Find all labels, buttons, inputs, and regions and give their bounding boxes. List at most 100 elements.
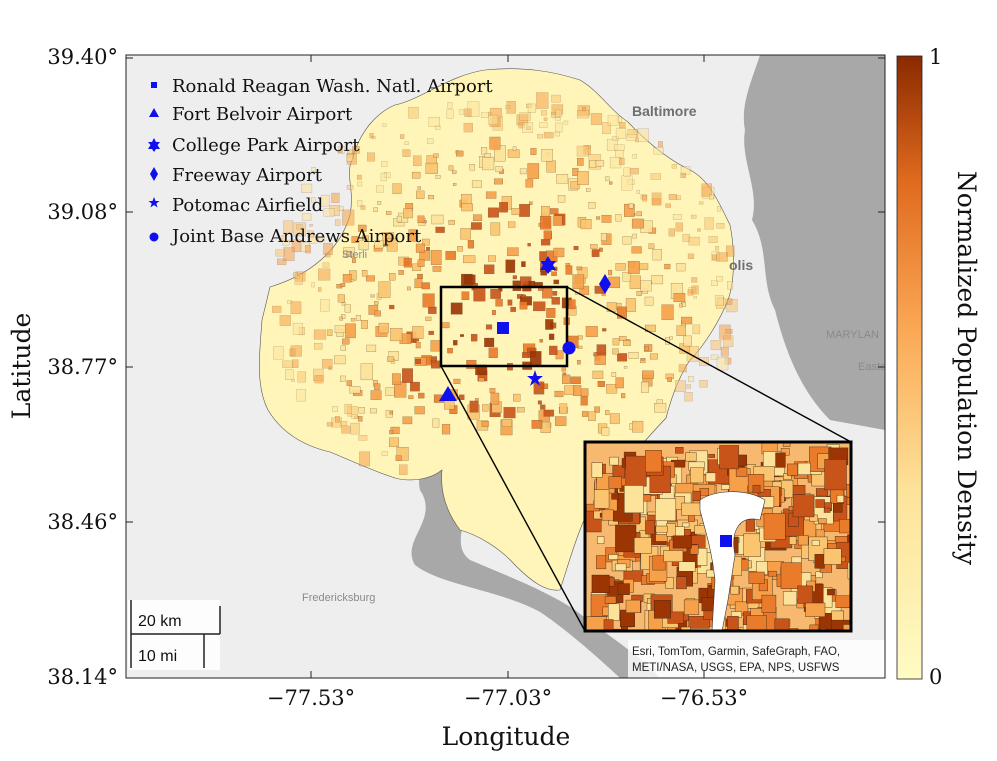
inset-density-patch — [608, 476, 622, 489]
density-patch — [349, 386, 361, 394]
density-patch — [516, 407, 525, 413]
density-patch — [507, 149, 520, 158]
attribution-line-2: METI/NASA, USGS, EPA, NPS, USFWS — [632, 662, 840, 674]
density-patch — [382, 123, 387, 127]
density-patch — [484, 153, 492, 158]
density-patch — [641, 358, 645, 361]
density-patch — [543, 230, 552, 240]
density-patch — [492, 310, 496, 315]
density-patch — [385, 387, 395, 396]
inset-density-patch — [663, 550, 684, 562]
density-patch — [370, 390, 382, 400]
density-patch — [712, 254, 717, 261]
density-patch — [404, 141, 409, 145]
x-tick-label: −76.53° — [660, 686, 748, 710]
density-patch — [290, 301, 302, 315]
density-patch — [350, 422, 360, 435]
density-patch — [650, 173, 661, 180]
density-patch — [554, 416, 567, 426]
density-patch — [470, 333, 478, 342]
map-label-baltimore: Baltimore — [632, 103, 697, 119]
density-patch — [539, 122, 548, 128]
density-patch — [716, 223, 725, 229]
density-patch — [322, 262, 330, 268]
density-patch — [318, 268, 331, 281]
density-patch — [565, 265, 573, 275]
density-patch — [570, 181, 580, 190]
inset-density-patch — [761, 594, 777, 613]
density-patch — [561, 366, 566, 372]
density-patch — [351, 414, 358, 419]
density-patch — [425, 162, 438, 174]
density-patch — [552, 215, 563, 226]
density-patch — [357, 181, 363, 187]
density-patch — [426, 246, 430, 251]
density-patch — [374, 383, 381, 390]
density-patch — [549, 345, 558, 355]
density-patch — [681, 316, 693, 325]
density-patch — [714, 246, 719, 251]
inset-density-patch — [608, 603, 620, 621]
density-patch — [367, 152, 375, 162]
density-patch — [717, 206, 721, 212]
density-patch — [540, 404, 546, 410]
marker-freeway-diamond — [599, 274, 611, 294]
density-patch — [422, 293, 435, 308]
density-patch — [417, 186, 421, 190]
density-patch — [637, 128, 649, 143]
density-patch — [594, 406, 600, 413]
density-patch — [277, 258, 287, 265]
density-patch — [490, 392, 500, 405]
density-patch — [628, 203, 634, 209]
inset-density-patch — [791, 485, 806, 495]
density-patch — [693, 296, 698, 299]
density-patch — [686, 346, 699, 362]
density-patch — [605, 410, 610, 416]
density-patch — [669, 336, 673, 340]
density-patch — [680, 172, 686, 178]
inset-density-patch — [609, 456, 619, 466]
density-patch — [495, 299, 503, 307]
density-patch — [448, 219, 455, 225]
density-patch — [665, 203, 671, 208]
density-patch — [577, 345, 583, 349]
y-tick-label: 39.40° — [47, 45, 118, 69]
density-patch — [541, 149, 553, 162]
density-patch — [337, 149, 343, 153]
density-patch — [619, 122, 626, 129]
density-patch — [285, 369, 294, 380]
density-patch — [546, 308, 556, 318]
density-patch — [658, 141, 663, 148]
density-patch — [314, 342, 323, 350]
density-patch — [540, 215, 552, 230]
density-patch — [340, 283, 346, 287]
density-patch — [301, 183, 313, 193]
inset-density-patch — [835, 595, 851, 608]
density-patch — [618, 336, 627, 341]
density-patch — [398, 270, 404, 275]
inset-density-patch — [839, 519, 851, 534]
density-patch — [727, 298, 733, 305]
density-patch — [710, 340, 722, 351]
density-patch — [321, 359, 333, 369]
density-patch — [332, 406, 338, 412]
density-patch — [652, 249, 662, 261]
inset-density-patch — [685, 452, 697, 462]
density-patch — [417, 215, 425, 223]
density-patch — [553, 279, 560, 285]
inset-density-patch — [847, 562, 851, 580]
legend-label-college-park: College Park Airport — [172, 135, 360, 156]
density-patch — [428, 306, 437, 314]
density-patch — [648, 243, 655, 250]
density-patch — [282, 240, 290, 246]
inset-density-patch — [682, 522, 690, 528]
density-patch — [563, 120, 569, 125]
density-patch — [398, 464, 408, 475]
inset-density-patch — [591, 574, 610, 593]
density-patch — [649, 353, 658, 360]
inset-density-patch — [604, 596, 617, 604]
inset-density-patch — [596, 555, 607, 570]
inset-density-patch — [645, 450, 662, 473]
density-patch — [519, 168, 527, 175]
density-patch — [615, 263, 626, 271]
